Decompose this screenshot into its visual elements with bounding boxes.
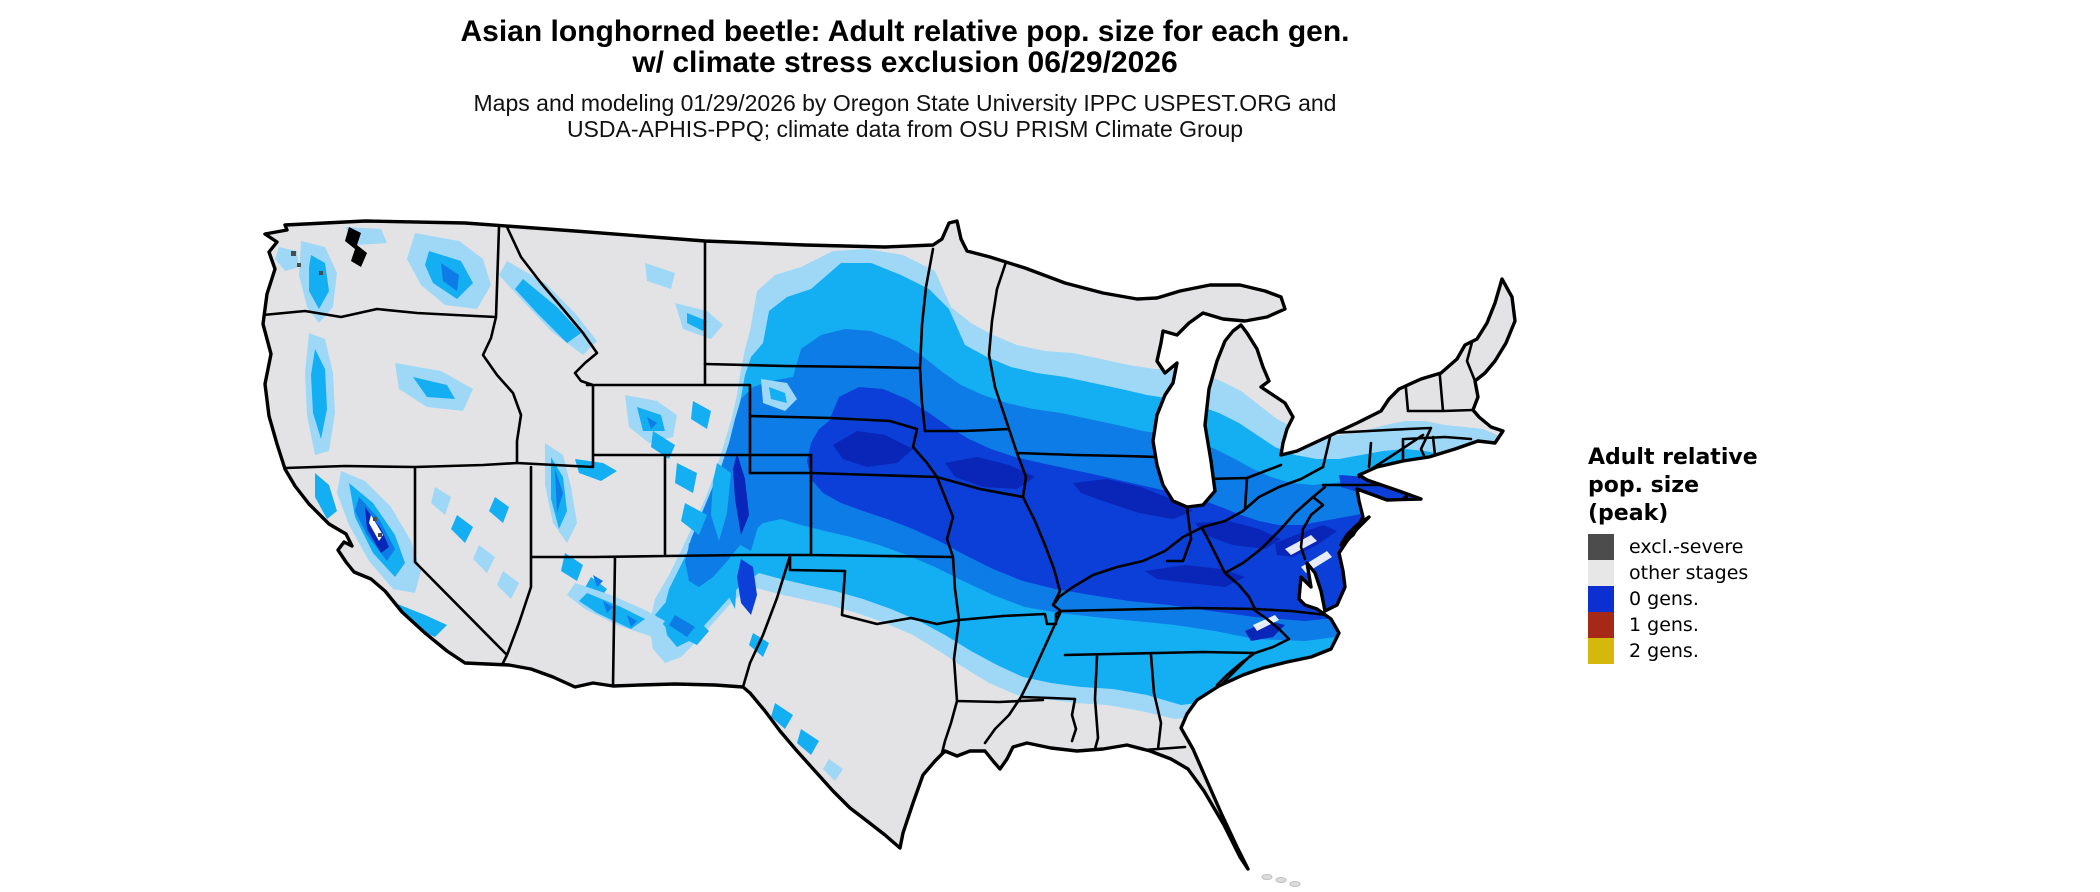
title-line-1: Asian longhorned beetle: Adult relative … [460, 15, 1350, 48]
legend-title-line-1: Adult relative [1588, 445, 1758, 470]
legend-item-1-gens: 1 gens. [1588, 612, 1888, 638]
legend-label: 1 gens. [1629, 614, 1699, 636]
legend-item-2-gens: 2 gens. [1588, 638, 1888, 664]
legend-items: excl.-severe other stages 0 gens. 1 gens… [1588, 534, 1888, 664]
subtitle-line-1: Maps and modeling 01/29/2026 by Oregon S… [473, 90, 1337, 116]
legend-item-excl-severe: excl.-severe [1588, 534, 1888, 560]
state-borders-plains [703, 247, 1063, 755]
page-title: Asian longhorned beetle: Adult relative … [0, 16, 1810, 78]
legend-label: excl.-severe [1629, 536, 1744, 558]
page-subtitle: Maps and modeling 01/29/2026 by Oregon S… [0, 90, 1810, 142]
subtitle-line-2: USDA-APHIS-PPQ; climate data from OSU PR… [566, 116, 1244, 142]
pop-layer-deep-coastal [1339, 475, 1423, 503]
map-outline [261, 219, 1517, 871]
state-borders-midwest [923, 257, 1325, 745]
legend-swatch-0-gens [1588, 586, 1614, 612]
western-mountain-patches [275, 227, 843, 781]
legend-label: other stages [1629, 562, 1749, 584]
legend-title-line-2: pop. size [1588, 473, 1699, 498]
legend-swatch-other-stages [1588, 560, 1614, 586]
legend-item-0-gens: 0 gens. [1588, 586, 1888, 612]
florida-keys [1261, 874, 1301, 887]
puget-sound [345, 227, 367, 267]
legend-swatch-1-gens [1588, 612, 1614, 638]
legend-title: Adult relative pop. size (peak) [1588, 444, 1888, 528]
map-legend: Adult relative pop. size (peak) excl.-se… [1588, 444, 1888, 664]
legend-title-line-3: (peak) [1588, 501, 1669, 526]
us-map-container [245, 163, 1565, 892]
legend-swatch-2-gens [1588, 638, 1614, 664]
legend-item-other-stages: other stages [1588, 560, 1888, 586]
title-line-2: w/ climate stress exclusion 06/29/2026 [632, 46, 1178, 79]
us-map [261, 219, 1517, 887]
excl-severe-specks [291, 251, 382, 537]
legend-swatch-excl-severe [1588, 534, 1614, 560]
legend-label: 2 gens. [1629, 640, 1699, 662]
legend-label: 0 gens. [1629, 588, 1699, 610]
state-borders-west [263, 225, 813, 688]
